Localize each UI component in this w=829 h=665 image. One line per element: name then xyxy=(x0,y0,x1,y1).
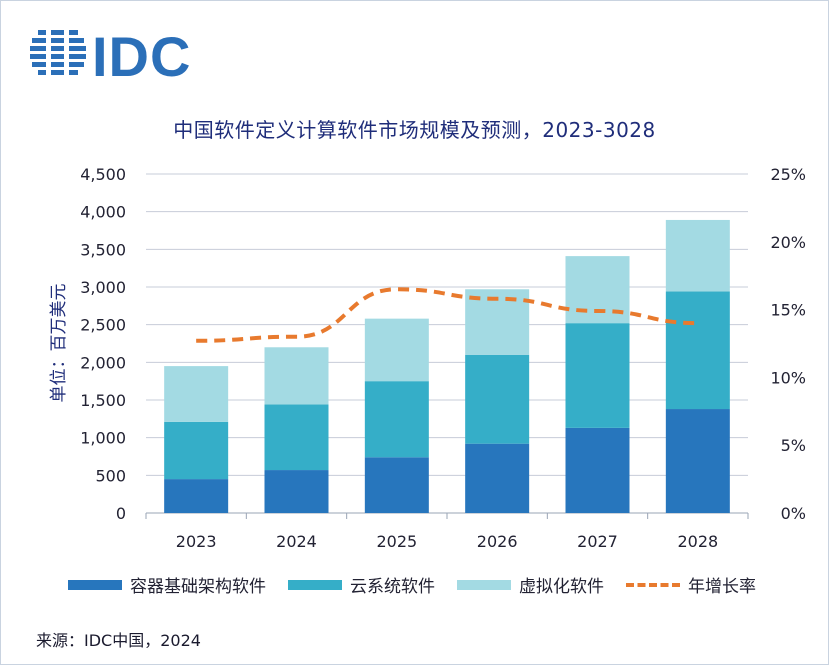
bar-segment xyxy=(364,381,429,458)
x-tick-label: 2027 xyxy=(577,532,618,551)
x-tick-label: 2026 xyxy=(477,532,518,551)
bar-segment xyxy=(665,219,730,292)
bar-segment xyxy=(364,318,429,382)
bar-segment xyxy=(264,470,329,513)
y-tick-label: 3,000 xyxy=(80,278,126,297)
legend-swatch xyxy=(68,579,122,590)
y-tick-label: 4,500 xyxy=(80,165,126,184)
y-tick-label: 500 xyxy=(95,466,126,485)
legend-item: 虚拟化软件 xyxy=(457,572,604,597)
bar-segment xyxy=(565,427,630,513)
legend-swatch xyxy=(288,579,342,590)
chart-title: 中国软件定义计算软件市场规模及预测，2023-3028 xyxy=(173,118,656,142)
y-tick-label: 1,000 xyxy=(80,429,126,448)
growth-rate-line xyxy=(196,287,698,343)
y2-tick-label: 20% xyxy=(770,233,806,252)
legend-item: 容器基础架构软件 xyxy=(68,572,266,597)
bar-segment xyxy=(465,443,530,513)
bar-segment xyxy=(665,291,730,410)
bar-segment xyxy=(465,354,530,444)
globe-icon xyxy=(30,28,86,78)
y2-tick-label: 15% xyxy=(770,301,806,320)
legend-label: 年增长率 xyxy=(688,577,756,597)
bar-segment xyxy=(264,347,329,405)
x-tick-label: 2028 xyxy=(677,532,718,551)
legend-swatch xyxy=(457,579,511,590)
legend: 容器基础架构软件 云系统软件 虚拟化软件 年增长率 xyxy=(68,572,778,597)
y-axis-label: 单位：百万美元 xyxy=(49,284,69,403)
y2-tick-label: 0% xyxy=(781,504,806,523)
legend-item: 云系统软件 xyxy=(288,572,435,597)
y-tick-label: 2,500 xyxy=(80,316,126,335)
bar-segment xyxy=(164,366,229,422)
x-tick-label: 2023 xyxy=(176,532,217,551)
chart: 0 500 1,000 1,500 2,000 2,500 3,000 3,500 4,000 4… xyxy=(49,165,806,551)
legend-label: 虚拟化软件 xyxy=(519,577,604,597)
bar-segment xyxy=(164,479,229,513)
source-note: 来源：IDC中国，2024 xyxy=(36,631,201,650)
idc-logo: IDC xyxy=(30,26,191,84)
bar-segment xyxy=(565,323,630,428)
y-tick-label: 2,000 xyxy=(80,353,126,372)
y2-tick-label: 25% xyxy=(770,165,806,184)
legend-label: 云系统软件 xyxy=(350,577,435,597)
legend-item: 年增长率 xyxy=(626,572,756,597)
y2-tick-label: 10% xyxy=(770,368,806,387)
y-tick-label: 4,000 xyxy=(80,203,126,222)
y-tick-label: 3,500 xyxy=(80,240,126,259)
bar-segment xyxy=(264,404,329,471)
logo-text: IDC xyxy=(92,26,191,84)
legend-label: 容器基础架构软件 xyxy=(130,577,266,597)
y-tick-label: 0 xyxy=(116,504,126,523)
bar-segment xyxy=(164,421,229,480)
y2-tick-label: 5% xyxy=(781,436,806,455)
bar-segment xyxy=(364,457,429,513)
x-tick-label: 2025 xyxy=(376,532,417,551)
y-tick-label: 1,500 xyxy=(80,391,126,410)
legend-swatch xyxy=(626,582,680,587)
bar-segment xyxy=(665,409,730,513)
x-tick-label: 2024 xyxy=(276,532,317,551)
